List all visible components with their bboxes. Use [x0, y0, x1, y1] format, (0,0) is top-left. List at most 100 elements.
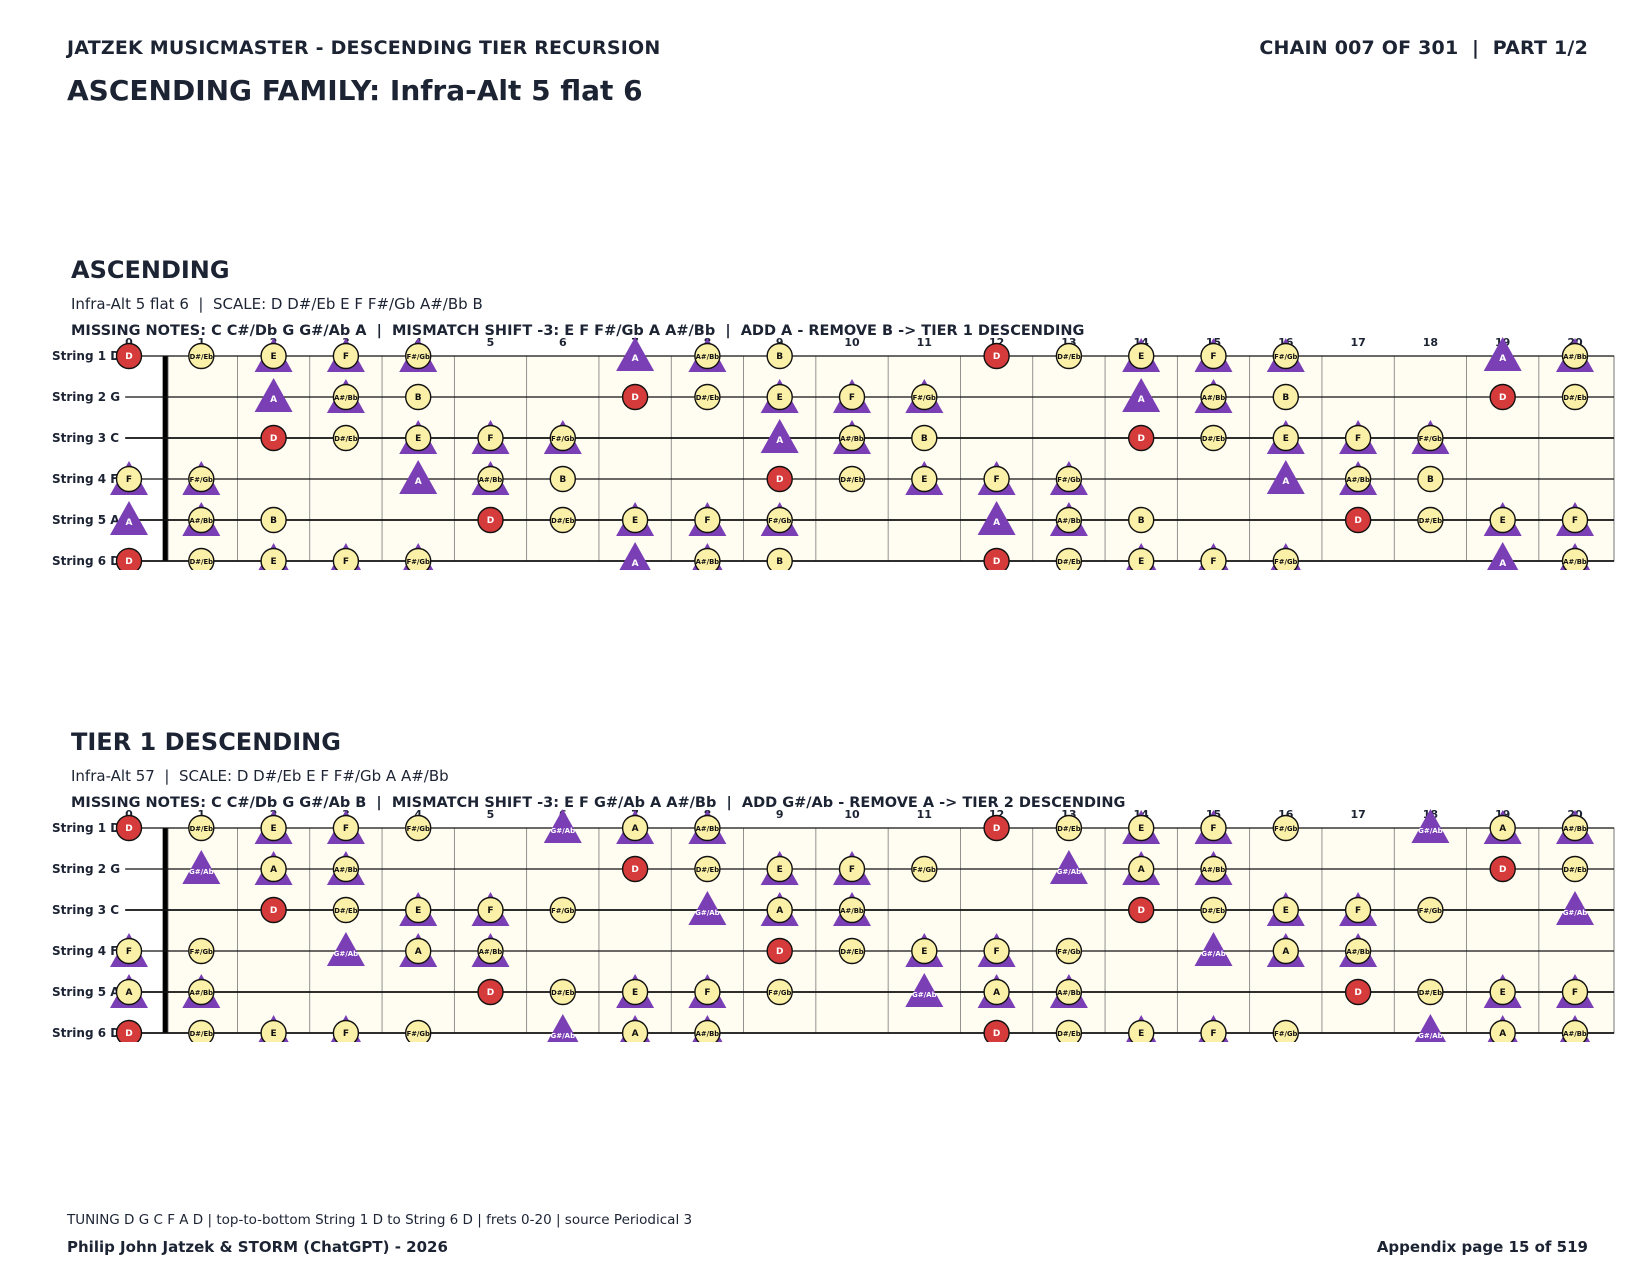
- note-marker: A#/Bb: [1049, 502, 1088, 536]
- note-circle: [188, 978, 215, 1006]
- note-circle: [1272, 1019, 1299, 1042]
- note-marker: A#/Bb: [833, 892, 871, 926]
- note-marker: A#/Bb: [688, 810, 727, 844]
- note-marker: A#/Bb: [1556, 338, 1594, 372]
- note-label: B: [415, 393, 422, 403]
- note-label: F#/Gb: [190, 476, 213, 484]
- note-label: E: [1138, 1029, 1144, 1039]
- note-label: F#/Gb: [1057, 948, 1080, 956]
- note-label: F: [1210, 352, 1216, 362]
- note-label: G#/Ab: [189, 868, 214, 876]
- note-marker: F#/Gb: [405, 814, 432, 842]
- note-marker: G#/Ab: [905, 973, 944, 1007]
- note-label: D: [487, 516, 494, 526]
- note-label: A: [993, 988, 1000, 998]
- note-label: D: [125, 1029, 132, 1039]
- note-label: F#/Gb: [551, 907, 574, 915]
- note-circle: [1272, 424, 1300, 452]
- note-marker: F#/Gb: [549, 896, 576, 924]
- triangle-marker: [1414, 1014, 1447, 1042]
- note-label: G#/Ab: [1418, 827, 1443, 835]
- note-label: D: [125, 352, 132, 362]
- note-circle: [1127, 855, 1155, 883]
- note-marker: F#/Gb: [543, 420, 582, 454]
- note-label: D: [1354, 516, 1361, 526]
- note-circle: [405, 383, 432, 411]
- note-circle: [766, 506, 793, 534]
- note-label: D#/Eb: [1057, 1030, 1080, 1038]
- note-label: D#/Eb: [1419, 989, 1442, 997]
- triangle-marker: [543, 809, 582, 843]
- note-label: D#/Eb: [334, 907, 357, 915]
- note-label: A#/Bb: [1563, 353, 1587, 361]
- note-label: E: [1138, 824, 1144, 834]
- note-circle: [983, 465, 1010, 493]
- fret-number: 17: [1350, 808, 1365, 821]
- note-circle: [115, 465, 143, 493]
- note-marker: A: [1122, 378, 1161, 412]
- note-marker: D: [260, 424, 287, 452]
- note-label: A: [632, 824, 639, 834]
- note-circle: [1344, 465, 1372, 493]
- note-marker: A: [616, 337, 655, 371]
- fret-number: 9: [776, 336, 784, 349]
- note-marker: D: [621, 855, 649, 883]
- note-marker: F#/Gb: [1411, 420, 1450, 454]
- fretboard-background: [167, 355, 1615, 562]
- note-label: A: [632, 559, 639, 569]
- note-circle: [115, 937, 143, 965]
- note-marker: B: [911, 424, 938, 452]
- note-circle: [766, 855, 793, 883]
- note-circle: [694, 342, 721, 370]
- note-marker: F: [471, 892, 510, 926]
- root-circle: [983, 1019, 1010, 1042]
- note-circle: [911, 855, 938, 883]
- note-circle: [405, 342, 432, 370]
- note-marker: E: [760, 851, 799, 885]
- note-marker: F: [1198, 543, 1229, 570]
- note-marker: G#/Ab: [326, 932, 365, 966]
- note-marker: A: [399, 460, 438, 494]
- note-label: D#/Eb: [1057, 558, 1080, 566]
- note-circle: [405, 1019, 432, 1042]
- note-marker: E: [254, 810, 293, 844]
- note-label: F: [487, 434, 493, 444]
- footer-source: TUNING D G C F A D | top-to-bottom Strin…: [67, 1212, 693, 1228]
- note-label: G#/Ab: [1057, 868, 1082, 876]
- note-label: E: [415, 906, 421, 916]
- note-label: G#/Ab: [1201, 950, 1226, 958]
- note-label: E: [632, 988, 638, 998]
- note-marker: B: [766, 342, 793, 370]
- note-label: F#/Gb: [1419, 907, 1442, 915]
- note-label: D: [270, 434, 277, 444]
- note-circle: [332, 814, 360, 842]
- note-label: F#/Gb: [190, 948, 213, 956]
- note-marker: D#/Eb: [188, 342, 215, 370]
- string-label: String 4 F: [52, 944, 118, 958]
- note-label: F: [343, 1029, 349, 1039]
- note-label: D: [776, 475, 783, 485]
- note-marker: F#/Gb: [1417, 896, 1444, 924]
- note-circle: [549, 896, 576, 924]
- note-label: F#/Gb: [407, 353, 430, 361]
- note-circle: [1127, 506, 1155, 534]
- note-label: F: [487, 906, 493, 916]
- note-marker: D: [477, 978, 504, 1006]
- note-label: D#/Eb: [840, 476, 863, 484]
- note-circle: [1200, 424, 1227, 452]
- note-circle: [1344, 937, 1372, 965]
- note-label: B: [270, 516, 277, 526]
- note-circle: [332, 547, 360, 570]
- root-circle: [1344, 978, 1372, 1006]
- note-circle: [1272, 896, 1300, 924]
- fret-number: 11: [917, 336, 932, 349]
- note-label: A#/Bb: [334, 866, 358, 874]
- note-marker: D#/Eb: [1561, 855, 1589, 883]
- note-label: A: [993, 518, 1000, 528]
- root-circle: [477, 506, 504, 534]
- note-marker: D: [621, 383, 649, 411]
- note-label: D: [270, 906, 277, 916]
- note-marker: G#/Ab: [1049, 850, 1088, 884]
- note-label: G#/Ab: [550, 1032, 575, 1040]
- root-circle: [260, 896, 287, 924]
